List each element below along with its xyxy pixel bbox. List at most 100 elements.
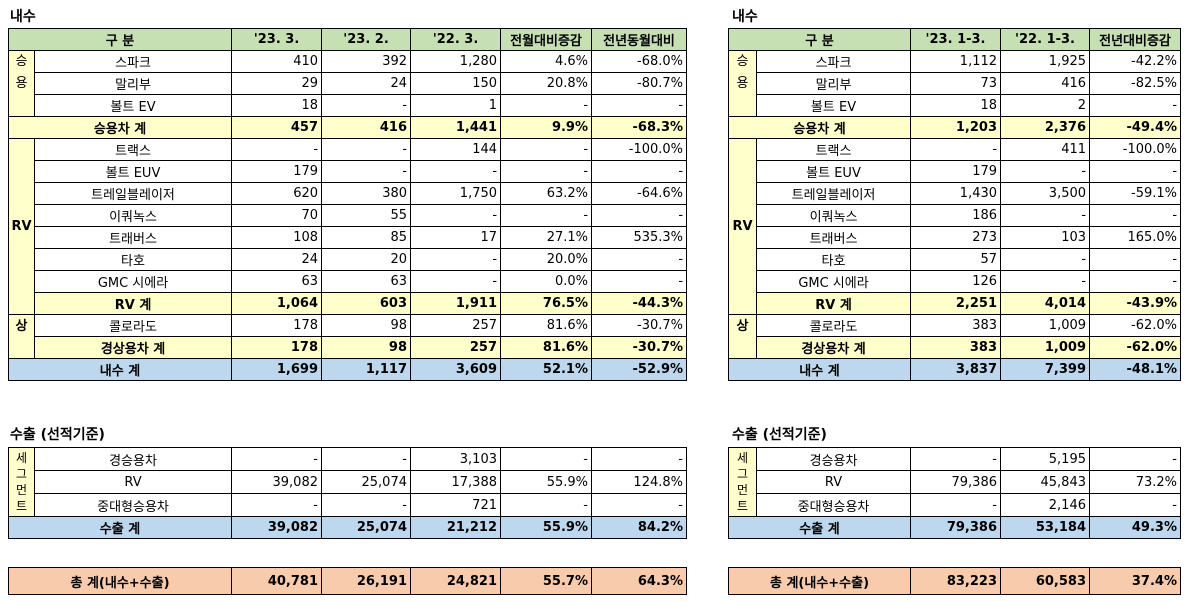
table-row: 볼트 EUV 179- - - - xyxy=(9,160,688,183)
value-cell: 165.0% xyxy=(1089,226,1182,249)
value-cell: - xyxy=(231,447,322,471)
table-row: 볼트 EUV 179- - xyxy=(729,160,1182,183)
grand-total-value: 40,781 xyxy=(231,567,322,595)
header-col: '22. 1-3. xyxy=(1000,28,1091,51)
value-cell: - xyxy=(410,204,502,227)
total-label: 승용차 계 xyxy=(7,116,233,139)
grand-total-value: 37.4% xyxy=(1089,567,1181,595)
header-col: 전년대비증감 xyxy=(1089,28,1182,51)
value-cell: 55.9% xyxy=(500,470,592,494)
row-label: GMC 시에라 xyxy=(33,270,233,293)
subtotal-row: RV 계 1,064 603 1,911 76.5% -44.3% xyxy=(9,292,688,315)
header-col: '23. 1-3. xyxy=(910,28,1002,51)
total-value: -62.0% xyxy=(1089,336,1182,359)
value-cell: -100.0% xyxy=(591,138,688,161)
left-export-table: 세 그 먼 트 경승용차 - -3,103- - RV 39,082 25,074 17,388 55.… xyxy=(8,447,687,539)
group-char: 승 xyxy=(15,54,28,69)
value-cell: 18 xyxy=(231,94,323,117)
value-cell: - xyxy=(1089,248,1182,271)
left-export-title: 수출 (선적기준) xyxy=(10,427,105,443)
group-char: 먼 xyxy=(15,483,28,497)
total-value: -43.9% xyxy=(1089,292,1182,315)
grand-total-value: 24,821 xyxy=(410,567,501,595)
group-label-rv: RV xyxy=(8,138,35,315)
row-label: 말리부 xyxy=(33,72,233,95)
value-cell: - xyxy=(1000,248,1091,271)
grand-total-value: 83,223 xyxy=(910,567,1001,595)
value-cell: 179 xyxy=(910,160,1002,183)
value-cell: - xyxy=(500,447,592,471)
value-cell: - xyxy=(910,138,1002,161)
table-row: 볼트 EV 18-1- - xyxy=(9,94,688,117)
value-cell: 383 xyxy=(910,314,1002,337)
value-cell: 70 xyxy=(231,204,323,227)
value-cell: 1,430 xyxy=(910,182,1002,205)
left-domestic-table: 구 분 '23. 3. '23. 2. '22. 3. 전월대비증감 전년동월대… xyxy=(7,28,688,381)
total-value: 3,837 xyxy=(910,358,1002,381)
value-cell: 85 xyxy=(321,226,412,249)
value-cell: 1 xyxy=(410,94,502,117)
value-cell: 108 xyxy=(231,226,323,249)
value-cell: 410 xyxy=(231,50,323,73)
total-value: -30.7% xyxy=(591,336,688,359)
value-cell: 1,925 xyxy=(1000,50,1091,73)
total-value: 1,009 xyxy=(1000,336,1091,359)
value-cell: 144 xyxy=(410,138,502,161)
total-value: 2,376 xyxy=(1000,116,1091,139)
total-label: RV 계 xyxy=(755,292,912,315)
table-row: 타호 24 20-20.0% - xyxy=(9,248,688,271)
value-cell: 2 xyxy=(1000,94,1091,117)
table-row: 승 용 스파크 410 392 1,280 4.6% -68.0% xyxy=(8,50,688,117)
total-value: 1,441 xyxy=(410,116,502,139)
total-label: 내수 계 xyxy=(727,358,912,381)
table-row: 타호 57- - xyxy=(729,248,1182,271)
value-cell: 257 xyxy=(410,314,502,337)
total-label: 내수 계 xyxy=(7,358,233,381)
value-cell: - xyxy=(591,94,688,117)
value-cell: 20.0% xyxy=(500,248,593,271)
value-cell: - xyxy=(410,248,502,271)
grand-total-label: 총 계(내수+수출) xyxy=(8,567,232,595)
value-cell: -30.7% xyxy=(591,314,688,337)
total-label: RV 계 xyxy=(33,292,233,315)
value-cell: - xyxy=(321,493,411,517)
value-cell: -80.7% xyxy=(591,72,688,95)
total-value: 257 xyxy=(410,336,502,359)
total-value: -44.3% xyxy=(591,292,688,315)
right-grand-total-table: 총 계(내수+수출) 83,223 60,583 37.4% xyxy=(728,567,1181,595)
total-value: 52.1% xyxy=(500,358,593,381)
total-value: -48.1% xyxy=(1089,358,1182,381)
value-cell: 29 xyxy=(231,72,323,95)
header-col: 전년동월대비 xyxy=(591,28,688,51)
grand-total-row: 총 계(내수+수출) 40,781 26,191 24,821 55.7% 64.3% xyxy=(8,567,687,595)
left-grand-total-table: 총 계(내수+수출) 40,781 26,191 24,821 55.7% 64.3% xyxy=(8,567,687,595)
total-value: 25,074 xyxy=(321,516,411,539)
total-row: 수출 계 79,386 53,184 49.3% xyxy=(728,516,1181,539)
subtotal-row: 승용차 계 1,203 2,376 -49.4% xyxy=(727,116,1182,139)
row-label: 콜로라도 xyxy=(33,314,233,337)
value-cell: 411 xyxy=(1000,138,1091,161)
value-cell: 73 xyxy=(910,72,1002,95)
value-cell: 273 xyxy=(910,226,1002,249)
value-cell: 57 xyxy=(910,248,1002,271)
value-cell: - xyxy=(1089,447,1181,471)
row-label: 타호 xyxy=(33,248,233,271)
value-cell: - xyxy=(1000,270,1091,293)
grand-total-value: 64.3% xyxy=(591,567,687,595)
total-value: 1,699 xyxy=(231,358,323,381)
header-row: 구 분 '23. 3. '23. 2. '22. 3. 전월대비증감 전년동월대… xyxy=(7,28,688,51)
row-label: RV xyxy=(34,470,232,494)
total-label: 경상용차 계 xyxy=(755,336,912,359)
table-row: 말리부 29 24 150 20.8% -80.7% xyxy=(9,72,688,95)
value-cell: - xyxy=(1089,270,1182,293)
row-label: 트래버스 xyxy=(33,226,233,249)
total-value: 55.9% xyxy=(500,516,592,539)
total-value: 383 xyxy=(910,336,1002,359)
value-cell: 126 xyxy=(910,270,1002,293)
table-row: 트래버스 273 103 165.0% xyxy=(729,226,1182,249)
value-cell: 63.2% xyxy=(500,182,593,205)
value-cell: 98 xyxy=(321,314,412,337)
total-value: 3,609 xyxy=(410,358,502,381)
